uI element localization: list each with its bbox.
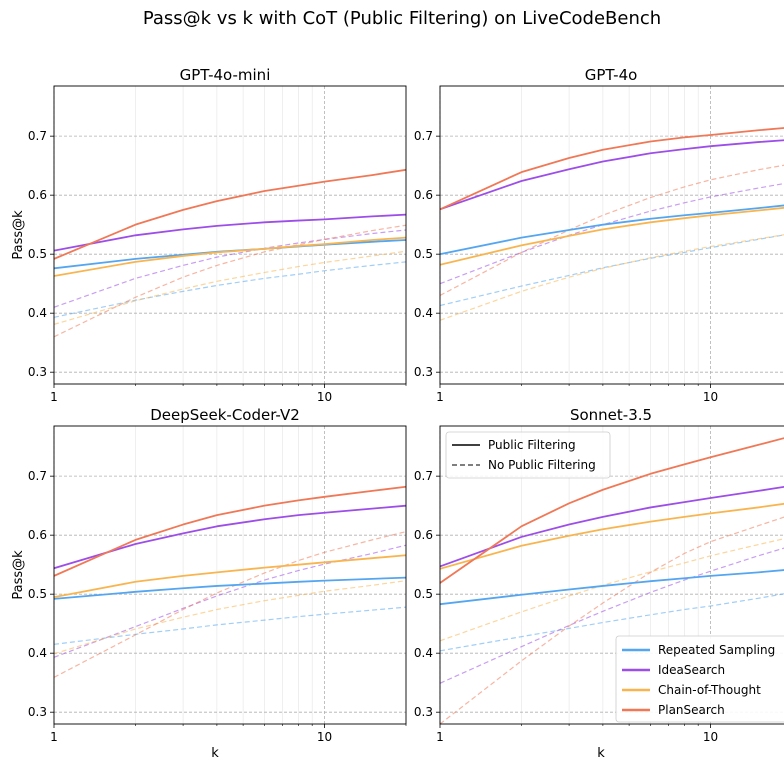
panel-gpt-4o-mini-y-tick-label: 0.6	[28, 188, 47, 202]
panel-sonnet-3-5-series	[440, 437, 784, 724]
panel-gpt-4o-mini-x-tick-label: 1	[50, 390, 58, 404]
series-line-chain-of-thought-solid	[440, 502, 784, 570]
panel-sonnet-3-5-y-tick-label: 0.6	[414, 528, 433, 542]
series-line-plansearch-dashed	[54, 531, 406, 678]
series-line-ideasearch-dashed	[440, 182, 784, 285]
line-style-legend-label: No Public Filtering	[488, 458, 596, 472]
series-line-chain-of-thought-dashed	[440, 234, 784, 321]
series-line-repeated-sampling-dashed	[440, 234, 784, 307]
panel-sonnet-3-5-xlabel: k	[597, 746, 605, 761]
panel-gpt-4o-mini-y-tick-label: 0.4	[28, 306, 47, 320]
panel-gpt-4o-y-tick-label: 0.4	[414, 306, 433, 320]
panel-gpt-4o-mini-series	[54, 168, 406, 338]
method-legend-label-repeated-sampling: Repeated Sampling	[658, 643, 775, 657]
series-line-plansearch-solid	[440, 437, 784, 584]
panel-gpt-4o-mini-y-tick-label: 0.3	[28, 365, 47, 379]
panel-sonnet-3-5-y-tick-label: 0.7	[414, 469, 433, 483]
panel-sonnet-3-5-y-tick-label: 0.5	[414, 587, 433, 601]
panel-gpt-4o-mini-x-tick-label: 10	[317, 390, 332, 404]
panel-gpt-4o-y-tick-label: 0.7	[414, 129, 433, 143]
panel-deepseek-coder-v2-y-tick-label: 0.5	[28, 587, 47, 601]
series-line-ideasearch-solid	[440, 139, 784, 211]
series-line-repeated-sampling-solid	[54, 576, 406, 600]
method-legend-label-chain-of-thought: Chain-of-Thought	[658, 683, 761, 697]
panel-deepseek-coder-v2: 1 10 0.3 0.4 0.5 0.6 0.7 DeepSeek-Coder-V2 Pass@…	[11, 406, 407, 761]
method-legend-label-ideasearch: IdeaSearch	[658, 663, 725, 677]
panel-sonnet-3-5-x-tick-label: 10	[703, 730, 718, 744]
panel-deepseek-coder-v2-x-tick-label: 1	[50, 730, 58, 744]
series-line-plansearch-solid	[440, 127, 784, 211]
series-line-repeated-sampling-solid	[440, 569, 784, 606]
panel-deepseek-coder-v2-x-tick-label: 10	[317, 730, 332, 744]
series-line-chain-of-thought-solid	[54, 236, 406, 277]
panel-deepseek-coder-v2-y-tick-label: 0.4	[28, 646, 47, 660]
series-line-plansearch-dashed	[440, 516, 784, 724]
panel-sonnet-3-5: 1 10 0.3 0.4 0.5 0.6 0.7 Sonnet-3.5 k	[414, 406, 784, 761]
panel-deepseek-coder-v2-frame	[53, 425, 407, 725]
series-line-ideasearch-dashed	[54, 544, 406, 658]
panel-gpt-4o-y-tick-label: 0.6	[414, 188, 433, 202]
panel-gpt-4o: 1 10 0.3 0.4 0.5 0.6 0.7 GPT-4o	[414, 66, 784, 404]
series-line-ideasearch-solid	[54, 504, 406, 570]
panel-gpt-4o-y-tick-label: 0.3	[414, 365, 433, 379]
panel-deepseek-coder-v2-title: DeepSeek-Coder-V2	[150, 406, 300, 424]
series-line-repeated-sampling-dashed	[54, 261, 406, 318]
series-line-chain-of-thought-dashed	[54, 580, 406, 655]
series-line-repeated-sampling-dashed	[440, 593, 784, 652]
series-line-chain-of-thought-dashed	[440, 538, 784, 642]
series-line-ideasearch-dashed	[440, 547, 784, 684]
series-line-chain-of-thought-dashed	[54, 250, 406, 325]
panel-gpt-4o-mini-ylabel: Pass@k	[11, 210, 26, 260]
series-line-plansearch-solid	[54, 485, 406, 577]
panel-gpt-4o-y-tick-label: 0.5	[414, 247, 433, 261]
plot-clip: 1 10 0.3 0.4 0.5 0.6 0.7 GPT-4o-mini Pass@k 1 10 0.…	[11, 66, 784, 761]
panel-deepseek-coder-v2-y-tick-label: 0.6	[28, 528, 47, 542]
series-line-ideasearch-solid	[54, 213, 406, 252]
panel-gpt-4o-title: GPT-4o	[585, 66, 638, 84]
method-legend-box	[615, 635, 784, 723]
panel-sonnet-3-5-y-tick-label: 0.3	[414, 705, 433, 719]
panel-gpt-4o-mini: 1 10 0.3 0.4 0.5 0.6 0.7 GPT-4o-mini Pass@k	[11, 66, 407, 404]
line-style-legend: Public Filtering No Public Filtering	[445, 431, 611, 479]
panel-sonnet-3-5-y-tick-label: 0.4	[414, 646, 433, 660]
series-line-plansearch-solid	[54, 168, 406, 260]
series-line-plansearch-dashed	[440, 164, 784, 297]
figure-title: Pass@k vs k with CoT (Public Filtering) …	[143, 8, 661, 29]
panel-deepseek-coder-v2-ylabel: Pass@k	[11, 550, 26, 600]
panels: 1 10 0.3 0.4 0.5 0.6 0.7 GPT-4o-mini Pass@k 1 10 0.…	[11, 66, 784, 761]
series-line-chain-of-thought-solid	[54, 554, 406, 599]
panel-deepseek-coder-v2-y-tick-label: 0.7	[28, 469, 47, 483]
line-style-legend-label: Public Filtering	[488, 438, 576, 452]
panel-deepseek-coder-v2-series	[54, 485, 406, 678]
panel-sonnet-3-5-frame	[439, 425, 784, 725]
panel-sonnet-3-5-x-tick-label: 1	[436, 730, 444, 744]
series-line-ideasearch-solid	[440, 485, 784, 568]
series-line-chain-of-thought-solid	[440, 206, 784, 266]
series-line-repeated-sampling-solid	[440, 204, 784, 256]
method-legend-label-plansearch: PlanSearch	[658, 703, 725, 717]
line-style-legend-box	[445, 431, 611, 479]
panel-sonnet-3-5-title: Sonnet-3.5	[570, 406, 652, 424]
panel-gpt-4o-frame	[439, 85, 784, 385]
series-line-repeated-sampling-dashed	[54, 606, 406, 645]
panel-gpt-4o-mini-y-tick-label: 0.7	[28, 129, 47, 143]
panel-deepseek-coder-v2-y-tick-label: 0.3	[28, 705, 47, 719]
panel-gpt-4o-mini-title: GPT-4o-mini	[180, 66, 271, 84]
panel-gpt-4o-x-tick-label: 1	[436, 390, 444, 404]
panel-deepseek-coder-v2-xlabel: k	[211, 746, 219, 761]
panel-gpt-4o-series	[440, 127, 784, 321]
panel-gpt-4o-mini-y-tick-label: 0.5	[28, 247, 47, 261]
panel-gpt-4o-x-tick-label: 10	[703, 390, 718, 404]
method-legend: Repeated Sampling IdeaSearch Chain-of-Thou…	[615, 635, 784, 723]
series-line-plansearch-dashed	[54, 224, 406, 338]
panel-gpt-4o-mini-frame	[53, 85, 407, 385]
